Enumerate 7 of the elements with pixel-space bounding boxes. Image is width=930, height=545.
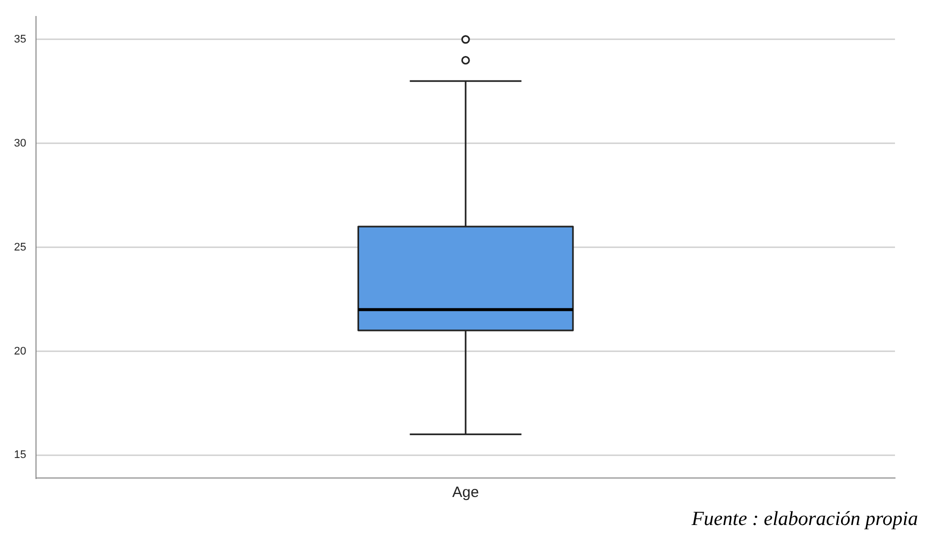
y-tick-label: 30 [14,137,26,150]
y-tick-label: 15 [14,449,26,462]
y-tick-label: 35 [14,33,26,46]
x-tick-label: Age [452,484,479,502]
y-tick-label: 20 [14,345,26,358]
y-tick-label: 25 [14,241,26,254]
source-note: Fuente : elaboración propia [690,508,918,531]
